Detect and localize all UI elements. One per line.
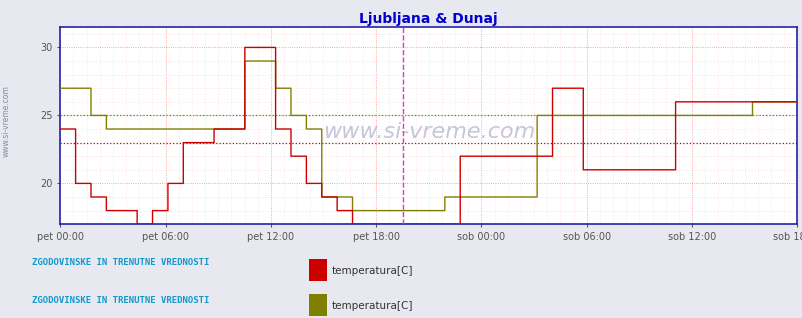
Text: www.si-vreme.com: www.si-vreme.com (322, 121, 534, 142)
Text: temperatura[C]: temperatura[C] (331, 266, 412, 276)
Title: Ljubljana & Dunaj: Ljubljana & Dunaj (359, 12, 497, 26)
Text: www.si-vreme.com: www.si-vreme.com (2, 85, 11, 157)
Text: ZGODOVINSKE IN TRENUTNE VREDNOSTI: ZGODOVINSKE IN TRENUTNE VREDNOSTI (32, 296, 209, 305)
Text: ZGODOVINSKE IN TRENUTNE VREDNOSTI: ZGODOVINSKE IN TRENUTNE VREDNOSTI (32, 258, 209, 267)
Text: temperatura[C]: temperatura[C] (331, 301, 412, 311)
